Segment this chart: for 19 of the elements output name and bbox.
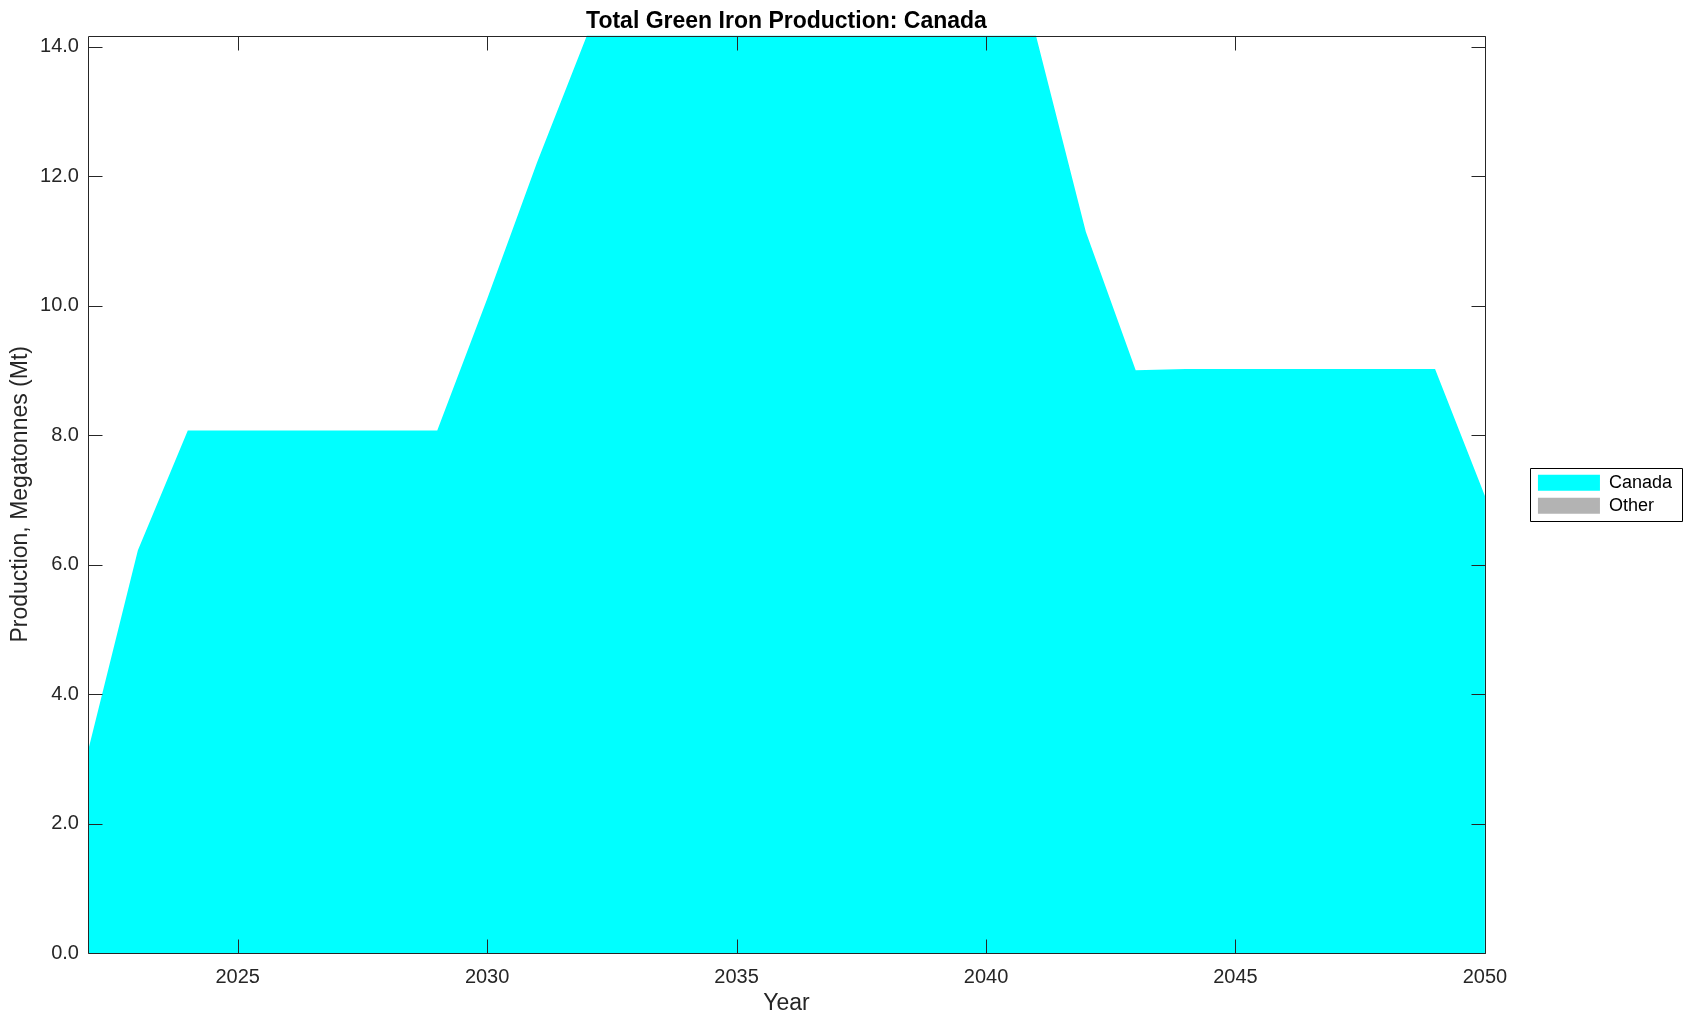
- y-tick-label: 2.0: [51, 811, 79, 834]
- x-tick-label: 2025: [215, 964, 260, 987]
- x-tick-label: 2040: [963, 964, 1009, 987]
- x-tick-label: 2030: [464, 964, 510, 987]
- legend-label: Other: [1608, 494, 1654, 515]
- chart-title: Total Green Iron Production: Canada: [586, 7, 988, 34]
- y-tick-label: 6.0: [51, 552, 79, 575]
- y-tick-label: 10.0: [40, 293, 79, 316]
- y-tick-label: 4.0: [51, 681, 79, 704]
- y-tick-label: 8.0: [51, 422, 79, 445]
- y-tick-label: 0.0: [51, 940, 79, 963]
- y-tick-label: 12.0: [40, 163, 79, 186]
- y-tick-label: 14.0: [40, 34, 79, 57]
- x-axis-title: Year: [763, 988, 811, 1015]
- legend-label: Canada: [1608, 471, 1673, 492]
- x-tick-label: 2045: [1213, 964, 1258, 987]
- x-tick-label: 2035: [714, 964, 759, 987]
- x-tick-label: 2050: [1462, 964, 1508, 987]
- y-axis-title: Production, Megatonnes (Mt): [6, 346, 33, 643]
